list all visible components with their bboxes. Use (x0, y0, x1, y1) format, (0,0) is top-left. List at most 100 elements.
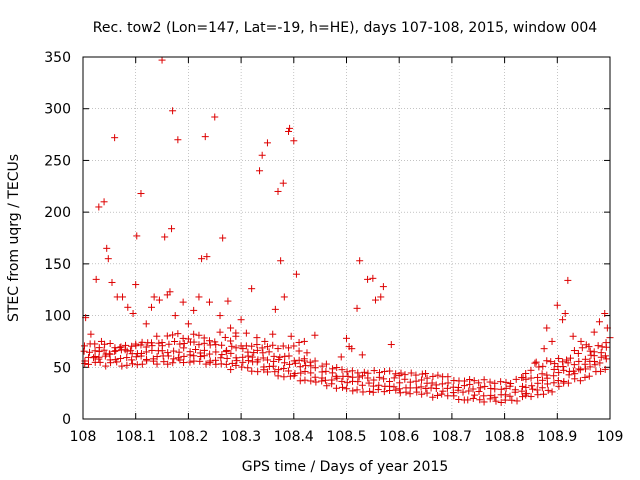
data-point (269, 341, 277, 349)
data-point (233, 357, 241, 365)
data-point (176, 340, 184, 348)
data-point (412, 384, 420, 392)
data-point (564, 379, 572, 387)
data-point (285, 367, 293, 375)
data-point (337, 353, 345, 361)
data-point (295, 338, 303, 346)
data-point (296, 377, 304, 385)
data-point (406, 378, 414, 386)
data-point (560, 366, 568, 374)
data-point (338, 377, 346, 385)
data-point (491, 379, 499, 387)
data-point (142, 320, 150, 328)
data-point (364, 369, 372, 377)
data-point (166, 288, 174, 296)
data-point (390, 374, 398, 382)
data-point (170, 347, 178, 355)
data-point (377, 293, 385, 301)
data-point (418, 390, 426, 398)
data-point (539, 362, 547, 370)
data-point (356, 257, 364, 265)
data-point (359, 388, 367, 396)
data-point (423, 389, 431, 397)
data-point (86, 348, 94, 356)
data-point (95, 344, 103, 352)
data-point (258, 344, 266, 352)
data-point (190, 338, 198, 346)
data-point (192, 345, 200, 353)
data-point (276, 353, 284, 361)
data-point (270, 352, 278, 360)
chart-title: Rec. tow2 (Lon=147, Lat=-19, h=HE), days… (93, 20, 597, 36)
data-point (476, 384, 484, 392)
data-point (444, 392, 452, 400)
data-point (471, 391, 479, 399)
data-point (581, 373, 589, 381)
data-point (422, 385, 430, 393)
data-point (343, 334, 350, 342)
data-point (444, 379, 452, 387)
data-point (133, 232, 141, 240)
data-point (171, 338, 179, 346)
x-axis-label: GPS time / Days of year 2015 (242, 459, 449, 475)
data-point (550, 365, 558, 373)
data-point (459, 388, 467, 396)
data-point (433, 391, 441, 399)
data-point (153, 332, 161, 340)
data-point (502, 391, 510, 399)
data-point (585, 343, 593, 351)
data-point (349, 387, 357, 395)
data-point (311, 331, 319, 339)
data-point (280, 293, 288, 301)
data-point (511, 386, 519, 394)
data-point (132, 281, 140, 289)
data-point (395, 385, 403, 393)
data-point (519, 374, 527, 382)
data-point (301, 367, 309, 375)
data-point (332, 384, 340, 392)
data-point (132, 353, 140, 361)
data-point (535, 363, 543, 371)
data-point (297, 369, 305, 377)
data-point (142, 343, 150, 351)
data-point (195, 293, 203, 301)
data-point (586, 347, 594, 355)
data-point (365, 379, 373, 387)
data-point (497, 398, 505, 406)
data-point (108, 278, 116, 286)
data-point (375, 369, 383, 377)
data-point (285, 127, 293, 135)
data-point (180, 359, 188, 367)
data-point (274, 372, 282, 380)
data-point (248, 285, 256, 293)
data-point (295, 347, 303, 355)
data-point (190, 306, 198, 314)
data-point (466, 376, 474, 384)
data-point (265, 348, 273, 356)
data-point (196, 349, 204, 357)
data-point (321, 376, 329, 384)
y-tick-label: 250 (44, 153, 71, 169)
data-point (169, 331, 177, 339)
data-point (232, 344, 240, 352)
data-point (165, 340, 173, 348)
data-point (198, 255, 206, 263)
data-point (118, 362, 126, 370)
data-point (570, 367, 578, 375)
data-point (168, 225, 176, 233)
data-point (561, 310, 569, 318)
data-point (418, 370, 426, 378)
data-point (428, 379, 436, 387)
data-point (438, 390, 446, 398)
data-point (343, 385, 351, 393)
y-tick-label: 100 (44, 309, 71, 325)
data-point (418, 376, 426, 384)
data-point (153, 353, 161, 361)
data-point (554, 377, 562, 385)
data-point (578, 344, 586, 352)
data-point (427, 384, 435, 392)
data-point (375, 381, 383, 389)
data-point (570, 347, 578, 355)
data-point (338, 366, 346, 374)
data-point (253, 341, 261, 349)
